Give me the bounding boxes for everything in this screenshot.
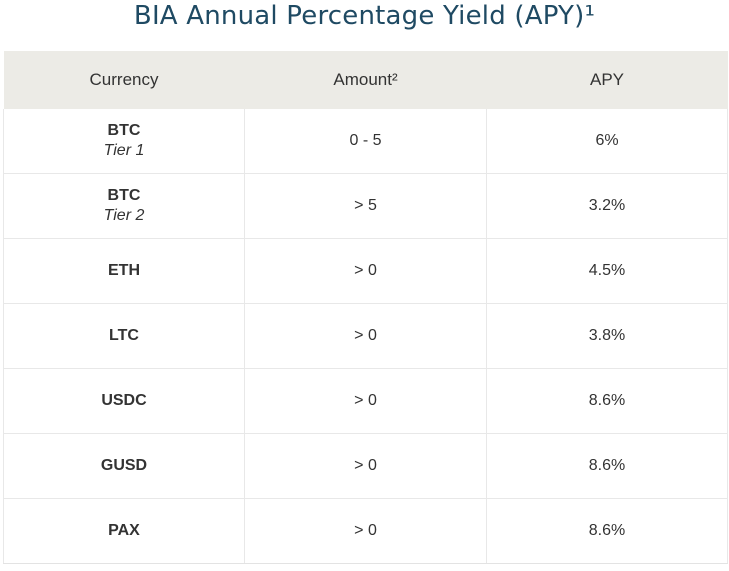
table-row: ETH > 0 4.5% [3,238,728,304]
currency-tier: Tier 2 [103,207,145,224]
amount-cell: > 0 [244,498,487,564]
currency-name: PAX [108,522,140,539]
apy-cell: 8.6% [486,498,728,564]
currency-cell: PAX [3,498,245,564]
table-row: GUSD > 0 8.6% [3,433,728,499]
amount-cell: > 0 [244,238,487,304]
table-row: BTC Tier 2 > 5 3.2% [3,173,728,239]
apy-cell: 4.5% [486,238,728,304]
table-row: PAX > 0 8.6% [3,498,728,564]
table-row: BTC Tier 1 0 - 5 6% [3,109,728,174]
currency-name: BTC [107,122,141,139]
apy-cell: 3.8% [486,303,728,369]
currency-name: USDC [101,392,147,409]
apy-cell: 8.6% [486,368,728,434]
currency-cell: GUSD [3,433,245,499]
amount-cell: > 0 [244,368,487,434]
table-header-row: Currency Amount² APY [3,51,728,109]
header-apy: APY [486,51,728,109]
currency-tier: Tier 1 [103,142,145,159]
amount-cell: > 0 [244,433,487,499]
apy-table: Currency Amount² APY BTC Tier 1 0 - 5 6%… [3,51,728,564]
currency-cell: LTC [3,303,245,369]
currency-cell: ETH [3,238,245,304]
page-title: BIA Annual Percentage Yield (APY)¹ [133,1,596,31]
currency-name: ETH [108,262,140,279]
currency-cell: BTC Tier 2 [3,173,245,239]
table-row: USDC > 0 8.6% [3,368,728,434]
currency-name: LTC [109,327,139,344]
currency-name: GUSD [100,457,148,474]
amount-cell: > 5 [244,173,487,239]
table-row: LTC > 0 3.8% [3,303,728,369]
currency-cell: BTC Tier 1 [3,109,245,174]
apy-cell: 8.6% [486,433,728,499]
header-currency: Currency [3,51,245,109]
amount-cell: > 0 [244,303,487,369]
currency-cell: USDC [3,368,245,434]
apy-cell: 6% [486,109,728,174]
currency-name: BTC [107,187,141,204]
header-amount: Amount² [244,51,487,109]
amount-cell: 0 - 5 [244,109,487,174]
apy-cell: 3.2% [486,173,728,239]
